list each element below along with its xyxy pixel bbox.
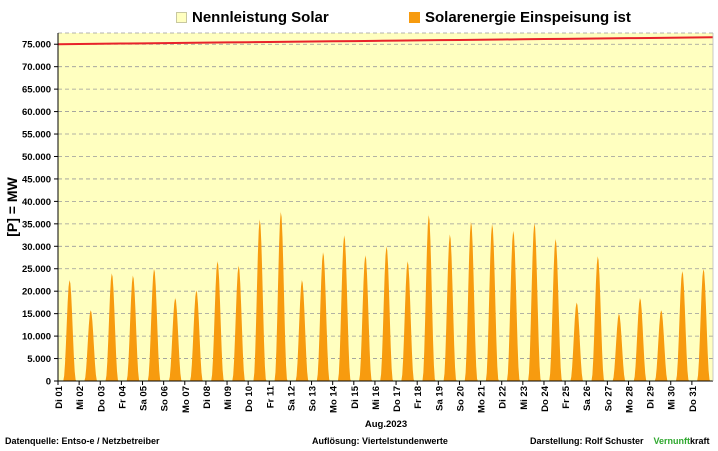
footer-author-text: Darstellung: Rolf Schuster [530, 436, 644, 446]
y-tick-label: 60.000 [22, 107, 51, 118]
footer-resolution: Auflösung: Viertelstundenwerte [312, 436, 448, 446]
legend-item-feed-in: Solarenergie Einspeisung ist [409, 6, 631, 28]
x-tick-label: Sa 05 [139, 385, 150, 411]
x-tick-label: Mi 30 [667, 386, 678, 410]
x-axis-label: Aug.2023 [365, 419, 407, 430]
x-tick-label: So 27 [603, 386, 614, 411]
y-tick-label: 20.000 [22, 287, 51, 298]
x-tick-label: Do 31 [688, 385, 699, 412]
x-tick-label: Di 29 [646, 386, 657, 409]
x-tick-label: Do 10 [244, 386, 255, 412]
x-tick-label: Do 17 [392, 386, 403, 412]
legend-label-feed-in: Solarenergie Einspeisung ist [425, 8, 631, 26]
y-tick-label: 5.000 [27, 354, 51, 365]
x-tick-label: Fr 04 [117, 385, 128, 408]
x-tick-label: Mo 14 [329, 385, 340, 413]
x-tick-label: Do 03 [96, 386, 107, 412]
legend-label-capacity: Nennleistung Solar [192, 8, 329, 26]
x-tick-label: Di 22 [498, 386, 509, 409]
legend-item-capacity: Nennleistung Solar [176, 6, 329, 28]
x-tick-label: So 06 [160, 386, 171, 411]
y-tick-label: 0 [46, 377, 51, 388]
y-tick-label: 50.000 [22, 152, 51, 163]
x-tick-label: Di 15 [350, 385, 361, 408]
y-tick-label: 75.000 [22, 40, 51, 51]
y-tick-label: 65.000 [22, 85, 51, 96]
x-tick-label: Fr 18 [413, 386, 424, 409]
feed-in-area [58, 212, 713, 381]
x-tick-label: Mi 23 [519, 386, 530, 410]
x-tick-label: So 20 [455, 386, 466, 411]
footer-author: Darstellung: Rolf Schuster Vernunftkraft [530, 436, 710, 446]
x-tick-label: Fr 25 [561, 385, 572, 408]
x-tick-label: Di 08 [202, 386, 213, 409]
y-tick-label: 35.000 [22, 219, 51, 230]
brand-green: Vernunft [653, 436, 691, 446]
x-tick-label: Mi 09 [223, 386, 234, 410]
y-tick-label: 40.000 [22, 197, 51, 208]
y-tick-label: 10.000 [22, 332, 51, 343]
y-tick-label: 55.000 [22, 130, 51, 141]
x-tick-label: Sa 26 [582, 386, 593, 411]
y-tick-label: 45.000 [22, 174, 51, 185]
y-tick-label: 30.000 [22, 242, 51, 253]
y-tick-label: 15.000 [22, 309, 51, 320]
x-tick-label: Fr 11 [265, 385, 276, 408]
footer-source: Datenquelle: Entso-e / Netzbetreiber [5, 436, 160, 446]
capacity-line [57, 36, 714, 46]
x-tick-label: Mo 28 [624, 386, 635, 413]
x-tick-label: Sa 12 [286, 386, 297, 411]
brand-rest: kraft [690, 436, 710, 446]
legend-swatch-capacity [176, 11, 187, 23]
y-axis-label: [P] = MW [4, 176, 20, 236]
x-tick-label: Do 24 [540, 385, 551, 412]
y-tick-label: 70.000 [22, 62, 51, 73]
x-tick-label: Mi 02 [75, 386, 86, 410]
x-tick-label: Di 01 [54, 385, 65, 408]
x-tick-label: Mo 07 [181, 386, 192, 413]
x-tick-label: Sa 19 [434, 386, 445, 411]
y-tick-label: 25.000 [22, 264, 51, 275]
x-tick-label: Mo 21 [477, 385, 488, 413]
x-tick-label: So 13 [308, 386, 319, 411]
x-tick-label: Mi 16 [371, 386, 382, 410]
legend-swatch-feed-in [409, 11, 420, 23]
